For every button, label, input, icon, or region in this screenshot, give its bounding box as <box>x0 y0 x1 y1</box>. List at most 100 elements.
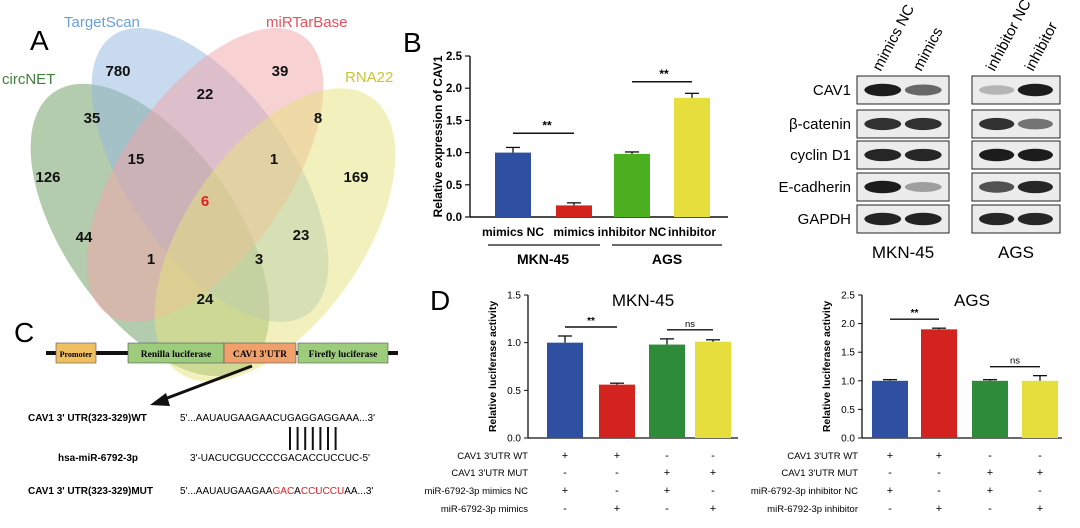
blot-band <box>979 181 1015 193</box>
condition-sign: + <box>987 467 993 479</box>
condition-sign: - <box>937 467 941 479</box>
construct-utr-box <box>223 342 297 364</box>
wt-sequence: 5'...AAUAUGAAGAACUGAGGAGGAAA...3' <box>180 413 375 424</box>
blot-band <box>864 117 902 131</box>
condition-row-label: miR-6792-3p mimics NC <box>425 486 529 497</box>
blot-protein-label: cyclin D1 <box>790 147 851 164</box>
chart-title: MKN-45 <box>612 291 674 310</box>
y-tick-label: 1.0 <box>841 376 855 387</box>
venn-count-circnet-rna22: 24 <box>197 291 214 308</box>
condition-sign: - <box>615 467 619 479</box>
condition-sign: - <box>1038 450 1042 462</box>
condition-row-label: CAV1 3'UTR WT <box>457 451 528 462</box>
group-label: AGS <box>652 251 682 267</box>
bar <box>972 380 1008 438</box>
blot-band <box>864 180 902 194</box>
construct-promoter-label: Promoter <box>60 350 93 359</box>
condition-sign: + <box>614 450 620 462</box>
venn-label-targetscan: TargetScan <box>64 14 140 31</box>
condition-sign: - <box>988 503 992 515</box>
condition-row-label: CAV1 3'UTR MUT <box>781 468 858 479</box>
blot-band <box>1017 148 1053 162</box>
bar <box>674 97 710 217</box>
venn-diagram <box>30 28 396 382</box>
mut-seq-part: AA...3' <box>344 486 373 497</box>
condition-row-label: miR-6792-3p inhibitor <box>767 504 858 515</box>
condition-sign: - <box>711 450 715 462</box>
venn-count-targetscan-mirtarbase: 22 <box>197 86 214 103</box>
chart-title: AGS <box>954 291 990 310</box>
y-tick-label: 1.5 <box>446 115 463 127</box>
blot-band <box>979 117 1015 131</box>
venn-label-rna22: RNA22 <box>345 69 393 86</box>
condition-sign: - <box>665 503 669 515</box>
y-tick-label: 0.5 <box>841 405 855 416</box>
bar <box>614 153 650 217</box>
mut-seq-part: A <box>294 486 301 497</box>
y-tick-label: 2.5 <box>446 51 463 63</box>
venn-ellipse-mirtarbase <box>86 28 324 322</box>
bar <box>921 329 957 438</box>
mut-sequence: 5'...AAUAUGAAGAAGACACCUCCUAA...3' <box>180 486 373 497</box>
condition-row-label: miR-6792-3p mimics <box>441 504 528 515</box>
panel-c-letter: C <box>14 317 34 348</box>
blot-band <box>864 148 902 162</box>
mir-sequence: 3'-UACUCGUCCCCGACACCUCCUC-5' <box>190 453 370 464</box>
bar <box>695 341 731 438</box>
condition-sign: - <box>1038 485 1042 497</box>
construct-renilla-label: Renilla luciferase <box>141 350 211 360</box>
condition-sign: - <box>937 485 941 497</box>
condition-sign: + <box>887 485 893 497</box>
condition-row-label: CAV1 3'UTR MUT <box>451 468 528 479</box>
category-label: inhibitor NC <box>598 225 667 239</box>
construct-promoter-box <box>55 342 97 364</box>
bar <box>547 342 583 438</box>
significance-label: ** <box>659 67 669 81</box>
panel-d-letter: D <box>430 285 450 316</box>
condition-sign: + <box>936 450 942 462</box>
condition-sign: - <box>711 485 715 497</box>
condition-sign: - <box>888 503 892 515</box>
category-label: mimics <box>553 225 595 239</box>
blot-left-lane-label: mimics <box>910 25 947 74</box>
venn-count-all-four: 6 <box>201 193 209 210</box>
y-tick-label: 0.0 <box>507 434 521 445</box>
condition-sign: + <box>710 467 716 479</box>
venn-count-targetscan-only: 780 <box>105 63 130 80</box>
sequence-alignment: CAV1 3' UTR(323-329)WT 5'...AAUAUGAAGAAC… <box>28 413 375 497</box>
condition-sign: + <box>710 503 716 515</box>
bar <box>556 205 592 217</box>
condition-row-label: CAV1 3'UTR WT <box>787 451 858 462</box>
condition-sign: + <box>664 485 670 497</box>
blot-band <box>904 182 942 192</box>
venn-count-mirtarbase-rna22: 8 <box>314 110 322 127</box>
blot-protein-label: GAPDH <box>798 211 851 228</box>
base-pair-lines <box>289 427 337 450</box>
blot-group-label: MKN-45 <box>872 243 934 262</box>
condition-sign: - <box>888 467 892 479</box>
y-tick-label: 0.5 <box>507 386 521 397</box>
y-tick-label: 1.5 <box>841 348 855 359</box>
construct-firefly-box <box>297 342 389 364</box>
y-axis-label: Relative expression of CAV1 <box>431 55 445 217</box>
venn-label-circnet: circNET <box>2 71 55 88</box>
venn-count-circnet-only: 126 <box>35 169 60 186</box>
condition-sign: + <box>1037 503 1043 515</box>
condition-sign: - <box>563 467 567 479</box>
condition-sign: - <box>563 503 567 515</box>
group-label: MKN-45 <box>517 251 569 267</box>
mut-seq-part-mutated: CCUCCU <box>301 486 344 497</box>
condition-sign: + <box>614 503 620 515</box>
y-tick-label: 2.0 <box>841 319 855 330</box>
bar <box>872 380 908 438</box>
mut-seq-part: 5'...AAUAUGAAGAA <box>180 486 273 497</box>
condition-sign: + <box>562 450 568 462</box>
category-label: mimics NC <box>482 225 544 239</box>
y-tick-label: 0.0 <box>446 212 462 224</box>
venn-count-mirtarbase-only: 39 <box>272 63 289 80</box>
condition-sign: - <box>665 450 669 462</box>
blot-protein-label: β-catenin <box>789 116 851 133</box>
